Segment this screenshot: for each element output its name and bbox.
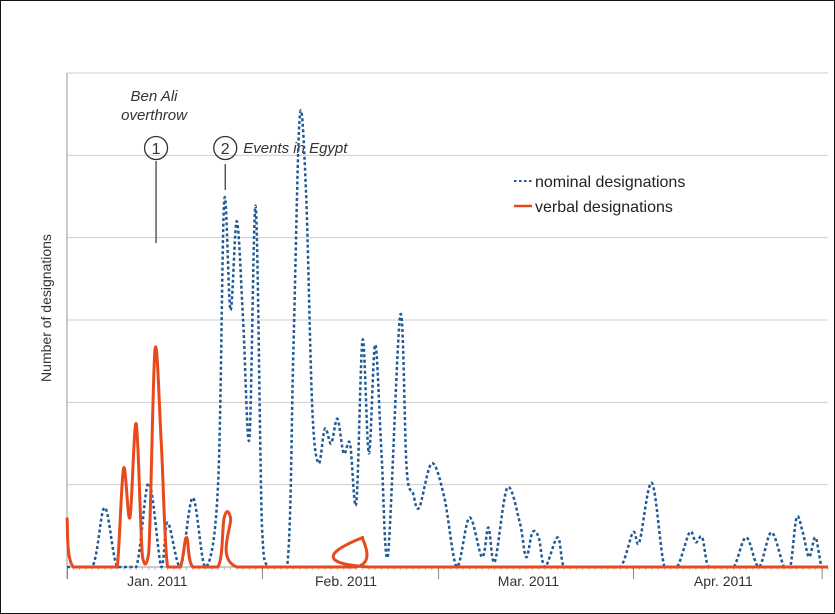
- legend: nominal designations verbal designations: [506, 163, 734, 221]
- annotation-1-circle: [143, 135, 169, 161]
- annotation-1-line-1: Ben Ali: [131, 88, 179, 105]
- x-tick-label: Mar. 2011: [498, 573, 559, 589]
- x-tick-labels: Jan. 2011 Feb. 2011 Mar. 2011 Apr. 2011: [127, 573, 753, 589]
- x-tick-label: Jan. 2011: [127, 573, 188, 589]
- series-lines: [65, 109, 828, 569]
- legend-box: [506, 163, 734, 221]
- series-line-verbal: [65, 345, 828, 569]
- annotation-1-line-2: overthrow: [121, 107, 188, 124]
- y-axis-label: Number of designations: [38, 234, 54, 382]
- series-line-nominal: [66, 109, 828, 569]
- x-tick-label: Feb. 2011: [315, 573, 377, 589]
- annotations: Ben Ali overthrow 1 2 Events in Egypt: [121, 88, 348, 243]
- annotation-2-label: Events in Egypt: [243, 140, 348, 157]
- annotation-2-marker: 2: [221, 141, 230, 158]
- annotation-1-marker: 1: [152, 141, 161, 158]
- legend-verbal-label: verbal designations: [535, 199, 673, 216]
- legend-nominal-label: nominal designations: [535, 174, 685, 191]
- annotation-2-circle: [213, 135, 238, 161]
- x-tick-label: Apr. 2011: [694, 573, 753, 589]
- grid-lines: [67, 72, 828, 486]
